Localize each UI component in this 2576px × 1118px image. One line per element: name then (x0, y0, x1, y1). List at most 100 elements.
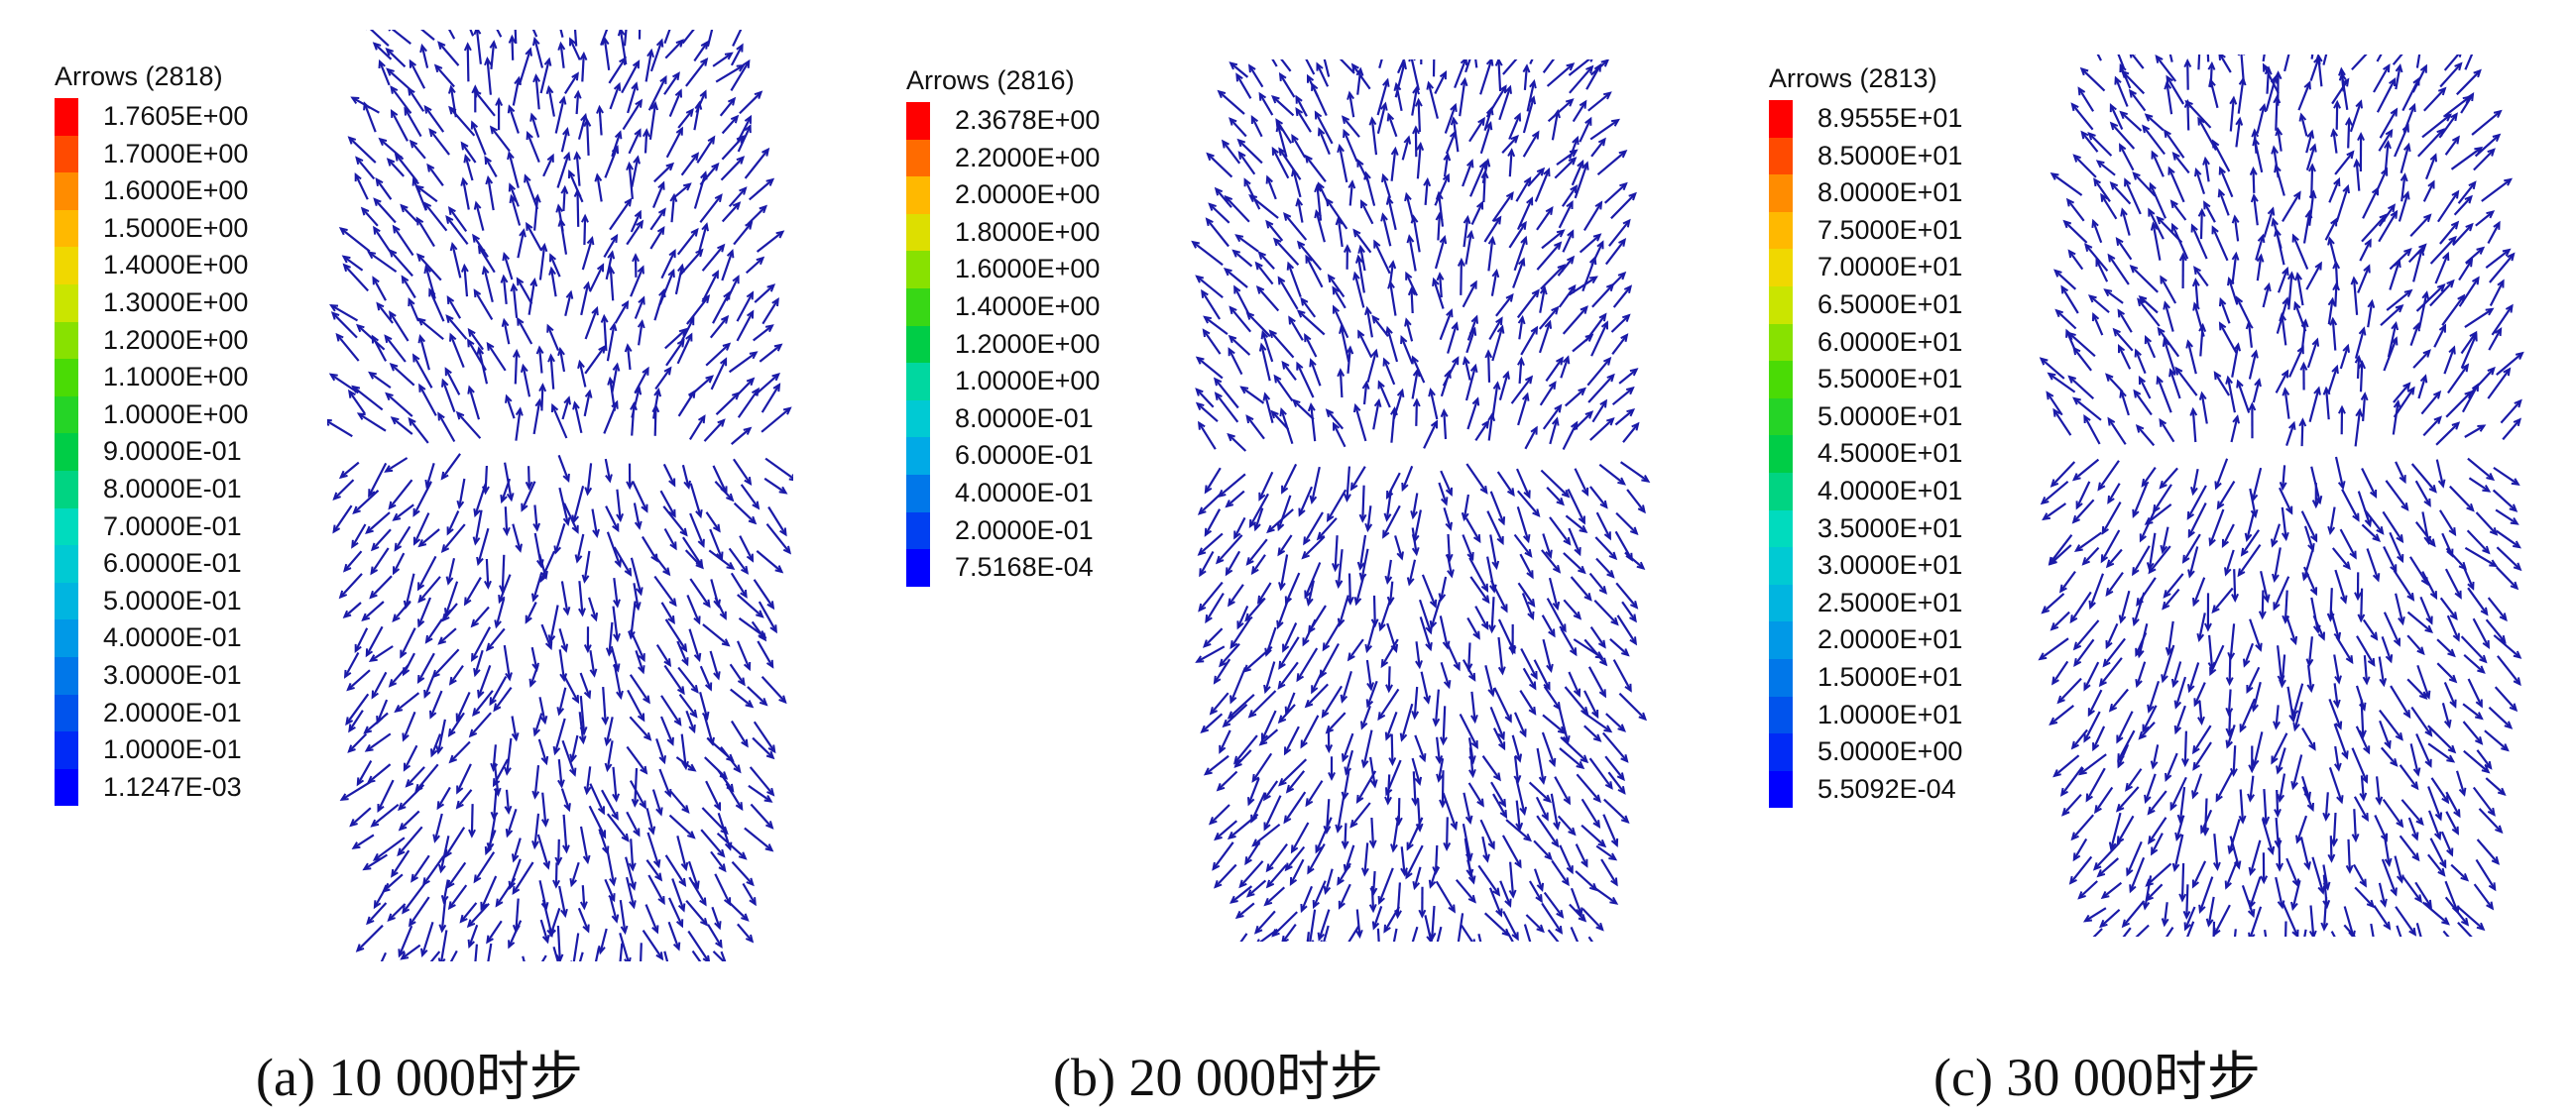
velocity-arrow (449, 332, 465, 369)
velocity-arrow (2330, 128, 2339, 154)
velocity-arrow (1341, 771, 1350, 801)
velocity-arrow (2214, 458, 2229, 491)
velocity-arrow (2224, 860, 2239, 890)
velocity-arrow (445, 314, 468, 340)
velocity-arrow (1335, 216, 1344, 248)
velocity-arrow (619, 899, 629, 936)
velocity-arrow (463, 577, 482, 607)
legend-value: 3.0000E+01 (1817, 550, 1963, 581)
velocity-arrow (408, 296, 420, 322)
velocity-arrow (1581, 711, 1613, 733)
velocity-arrow (1406, 234, 1417, 272)
velocity-arrow (1202, 328, 1222, 355)
velocity-arrow (2098, 657, 2123, 688)
velocity-arrow (432, 813, 443, 843)
velocity-arrow (2192, 577, 2206, 608)
velocity-arrow (664, 618, 688, 653)
velocity-arrow (1371, 906, 1383, 931)
velocity-arrow (1487, 235, 1496, 272)
velocity-arrow (529, 112, 540, 138)
velocity-arrow (2427, 725, 2457, 754)
velocity-arrow (1228, 334, 1251, 356)
velocity-arrow (676, 640, 689, 667)
velocity-arrow (1467, 782, 1484, 808)
velocity-arrow (1229, 117, 1247, 138)
velocity-arrow (1609, 637, 1630, 657)
velocity-arrow (2412, 246, 2425, 282)
velocity-arrow (2409, 322, 2420, 346)
velocity-arrow (2272, 547, 2282, 583)
velocity-arrow (522, 955, 526, 961)
velocity-arrow (626, 161, 635, 200)
velocity-arrow (2277, 266, 2289, 293)
velocity-arrow (1289, 858, 1305, 887)
velocity-arrow (1477, 864, 1501, 897)
velocity-arrow (1442, 792, 1459, 832)
velocity-arrow (2409, 743, 2421, 777)
velocity-arrow (1444, 102, 1458, 134)
velocity-arrow (556, 687, 567, 717)
velocity-arrow (1626, 489, 1646, 514)
velocity-arrow (2438, 509, 2457, 537)
velocity-arrow (2165, 752, 2178, 783)
velocity-arrow (547, 605, 559, 644)
velocity-arrow (1260, 710, 1277, 742)
velocity-arrow (1501, 835, 1522, 869)
velocity-arrow (2145, 883, 2164, 902)
velocity-arrow (2353, 863, 2367, 888)
velocity-arrow (562, 673, 580, 705)
velocity-arrow (2381, 858, 2398, 897)
velocity-arrow (1464, 59, 1471, 73)
velocity-arrow (2387, 320, 2400, 358)
color-swatch (55, 433, 78, 471)
velocity-arrow (588, 263, 605, 292)
velocity-arrow (1610, 191, 1637, 220)
velocity-arrow (584, 305, 599, 340)
velocity-arrow (1536, 241, 1563, 271)
velocity-arrow (1501, 134, 1519, 154)
legend-value: 9.0000E-01 (103, 436, 242, 467)
velocity-arrow (1337, 595, 1349, 627)
velocity-arrow (2398, 190, 2410, 222)
velocity-arrow (1463, 214, 1471, 248)
velocity-arrow (1407, 286, 1416, 314)
velocity-arrow (2392, 399, 2401, 435)
velocity-arrow (2120, 207, 2131, 236)
velocity-arrow (1438, 482, 1449, 506)
velocity-arrow (546, 323, 560, 352)
color-swatch (906, 213, 930, 252)
velocity-arrow (1541, 615, 1556, 638)
velocity-arrow (1562, 229, 1575, 253)
velocity-arrow (456, 478, 466, 510)
velocity-arrow (367, 251, 398, 273)
velocity-arrow (2231, 569, 2240, 603)
velocity-arrow (1542, 533, 1553, 559)
velocity-arrow (372, 276, 387, 301)
velocity-arrow (2332, 683, 2341, 710)
velocity-arrow (2494, 686, 2518, 713)
velocity-arrow (1195, 275, 1224, 299)
velocity-arrow (1528, 880, 1543, 904)
velocity-arrow (619, 943, 624, 961)
velocity-arrow (2072, 396, 2102, 421)
velocity-arrow (1434, 234, 1448, 270)
velocity-arrow (2225, 375, 2236, 413)
velocity-arrow (591, 508, 600, 538)
velocity-arrow (660, 602, 675, 625)
velocity-arrow (1533, 659, 1551, 691)
velocity-arrow (1605, 713, 1627, 732)
velocity-arrow (365, 625, 384, 658)
velocity-arrow (2460, 635, 2488, 664)
velocity-arrow (1436, 272, 1445, 298)
velocity-arrow (2373, 63, 2391, 93)
velocity-arrow (653, 162, 675, 183)
velocity-arrow (733, 502, 758, 525)
velocity-arrow (563, 71, 579, 94)
velocity-arrow (754, 283, 776, 303)
velocity-arrow (2142, 875, 2153, 911)
velocity-arrow (2070, 728, 2088, 750)
velocity-arrow (663, 950, 669, 961)
velocity-arrow (518, 47, 532, 86)
velocity-arrow (2218, 296, 2231, 324)
velocity-arrow (2395, 593, 2405, 626)
